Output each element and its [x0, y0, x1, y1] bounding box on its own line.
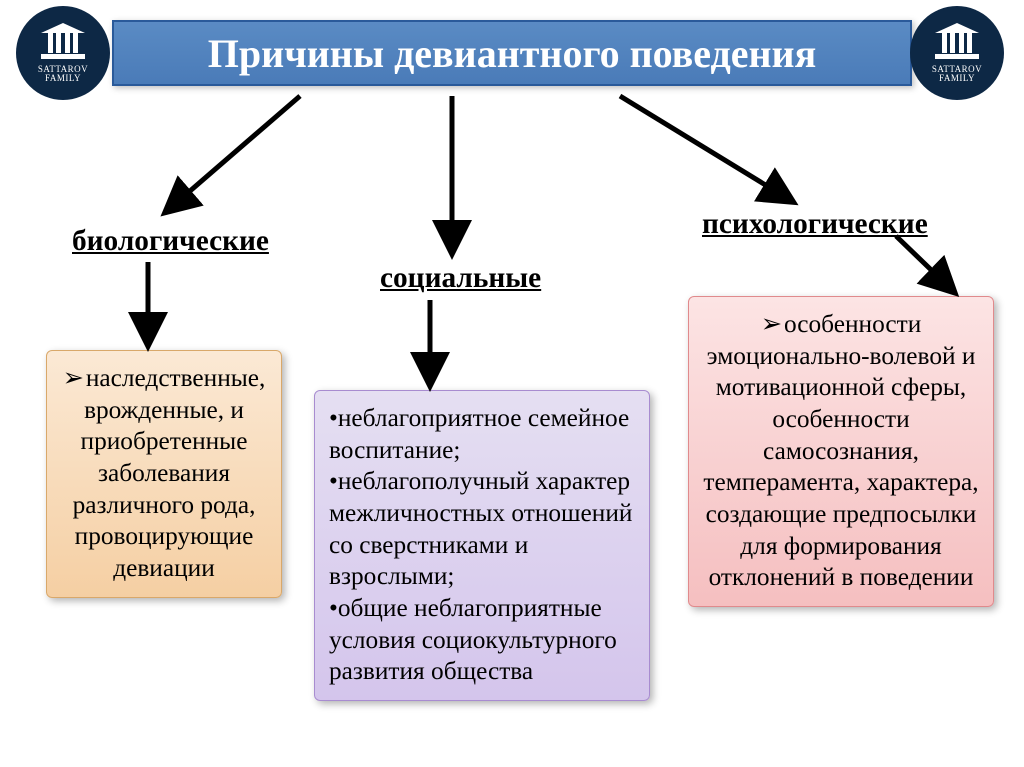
content-box-soc: •неблагоприятное семейное воспитание; •н…: [314, 390, 650, 701]
building-icon: [935, 23, 979, 61]
soc-item: •неблагополучный характер межличностных …: [329, 466, 635, 593]
title-box: Причины девиантного поведения: [112, 20, 912, 86]
category-label-psy: психологические: [702, 208, 928, 241]
soc-item: •неблагоприятное семейное воспитание;: [329, 403, 635, 466]
content-box-bio: наследственные, врожденные, и приобретен…: [46, 350, 282, 598]
category-label-bio: биологические: [72, 225, 269, 258]
logo-text: SATTAROV FAMILY: [932, 65, 982, 83]
arrow-title-to-bio: [168, 96, 300, 210]
bullet-icon: [63, 364, 86, 392]
logo-left: SATTAROV FAMILY: [16, 6, 110, 100]
arrow-psy-to-box: [896, 236, 952, 290]
bio-text: наследственные, врожденные, и приобретен…: [73, 364, 266, 582]
content-box-psy: особенности эмоционально-волевой и мотив…: [688, 296, 994, 607]
category-label-soc: социальные: [380, 262, 541, 295]
soc-item: •общие неблагоприятные условия социокуль…: [329, 593, 635, 688]
arrow-title-to-psy: [620, 96, 790, 200]
bullet-icon: [761, 310, 784, 338]
logo-text: SATTAROV FAMILY: [38, 65, 88, 83]
logo-right: SATTAROV FAMILY: [910, 6, 1004, 100]
psy-text: особенности эмоционально-волевой и мотив…: [703, 310, 978, 591]
building-icon: [41, 23, 85, 61]
